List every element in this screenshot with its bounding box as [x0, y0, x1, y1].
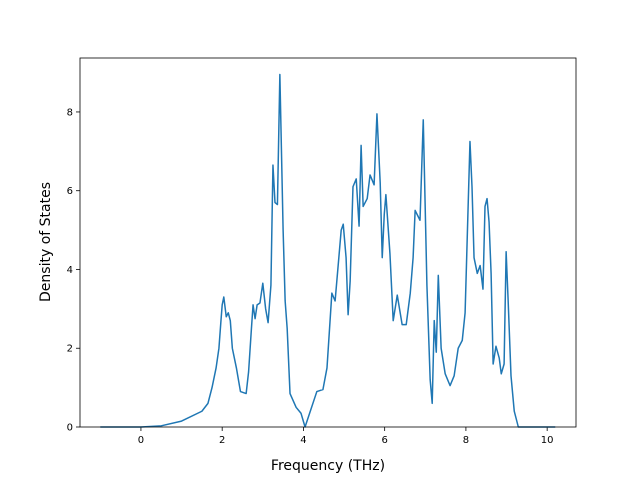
- x-tick-label: 8: [463, 435, 469, 446]
- x-tick-label: 10: [541, 435, 554, 446]
- y-axis-label: Density of States: [38, 182, 54, 302]
- line: [100, 73, 556, 428]
- x-tick-label: 6: [381, 435, 387, 446]
- x-tick-label: 4: [300, 435, 306, 446]
- y-tick-label: 8: [67, 107, 73, 118]
- y-tick-label: 0: [67, 423, 73, 434]
- x-tick-label: 0: [138, 435, 144, 446]
- y-tick-label: 2: [67, 344, 73, 355]
- x-axis-label: Frequency (THz): [271, 458, 385, 474]
- y-tick-label: 4: [67, 265, 73, 276]
- y-tick-label: 6: [67, 186, 73, 197]
- plot-frame: [79, 57, 577, 428]
- x-tick-label: 2: [219, 435, 225, 446]
